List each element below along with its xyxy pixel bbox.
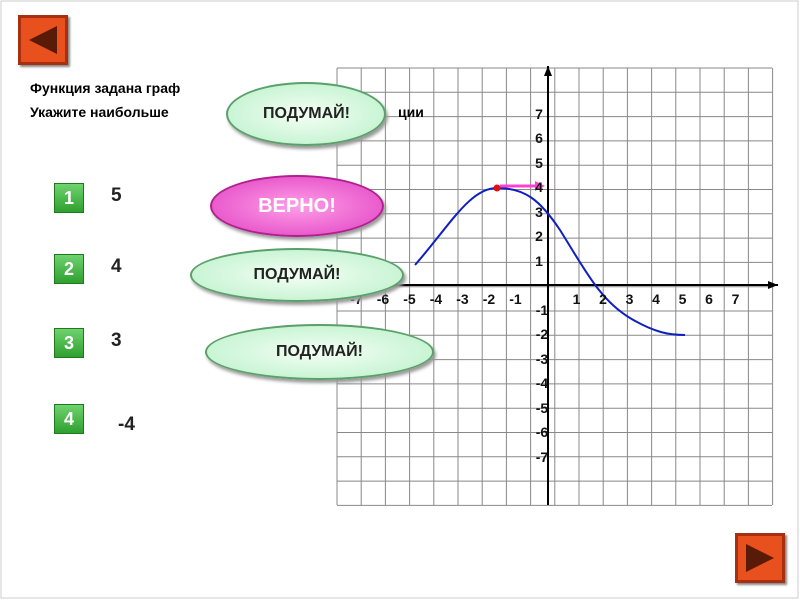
x-axis-label: 2 <box>599 291 607 307</box>
y-axis-label: 4 <box>535 179 543 195</box>
x-axis-label: -2 <box>482 291 496 307</box>
y-axis-label: -6 <box>535 424 549 440</box>
y-axis-arrow <box>544 66 552 76</box>
instruction-line: Укажите наибольше <box>30 104 169 120</box>
y-axis-label: -2 <box>535 326 549 342</box>
x-axis-label: -4 <box>429 291 443 307</box>
back-button[interactable] <box>18 15 68 65</box>
feedback-bubble: ПОДУМАЙ! <box>226 82 386 146</box>
feedback-bubble: ПОДУМАЙ! <box>190 248 404 302</box>
instruction-line: ции <box>398 104 424 120</box>
back-icon <box>29 26 57 54</box>
y-axis-label: -1 <box>535 301 549 318</box>
y-axis-label: -7 <box>535 448 549 465</box>
y-axis-label: -3 <box>535 350 549 367</box>
feedback-bubble: ВЕРНО! <box>210 175 384 237</box>
answer-value: 5 <box>111 185 122 206</box>
max-point <box>493 184 501 192</box>
x-axis-label: -3 <box>456 291 469 307</box>
y-axis-label: 1 <box>535 252 543 269</box>
x-axis-label: 5 <box>678 291 687 307</box>
feedback-text: ПОДУМАЙ! <box>276 343 363 360</box>
max-arrow-head <box>535 181 545 191</box>
answer-button[interactable]: 3 <box>54 328 84 358</box>
y-axis-label: -5 <box>535 399 549 416</box>
answer-value: 4 <box>111 256 122 277</box>
x-axis-arrow <box>768 281 778 289</box>
y-axis-label: 3 <box>535 203 543 220</box>
function-curve <box>414 186 686 336</box>
y-axis-label: 2 <box>535 228 543 244</box>
y-axis-label: 7 <box>535 105 543 122</box>
y-axis-label: 6 <box>535 130 543 146</box>
answer-button[interactable]: 4 <box>54 404 84 434</box>
answer-button[interactable]: 2 <box>54 254 84 284</box>
x-axis-label: 4 <box>652 291 660 307</box>
answer-button[interactable]: 1 <box>54 183 84 213</box>
answer-value: -4 <box>118 414 135 435</box>
x-axis-label: 6 <box>705 291 713 307</box>
feedback-bubble: ПОДУМАЙ! <box>205 324 434 380</box>
x-axis-label: 7 <box>731 291 740 307</box>
x-axis-label: 3 <box>625 291 634 307</box>
y-axis-label: -4 <box>535 375 549 391</box>
grid <box>336 67 774 506</box>
x-axis-label: -6 <box>376 291 390 307</box>
x-axis-label: 1 <box>572 291 581 307</box>
x-axis-label: -1 <box>509 291 522 307</box>
next-icon <box>746 544 774 572</box>
instruction-line: Функция задана граф <box>30 80 181 96</box>
y-axis-label: 5 <box>535 154 543 171</box>
x-axis-label: -5 <box>403 291 416 307</box>
feedback-text: ПОДУМАЙ! <box>263 105 350 122</box>
answer-value: 3 <box>111 330 122 351</box>
feedback-text: ВЕРНО! <box>258 194 336 217</box>
feedback-text: ПОДУМАЙ! <box>253 266 341 283</box>
next-button[interactable] <box>735 533 785 583</box>
